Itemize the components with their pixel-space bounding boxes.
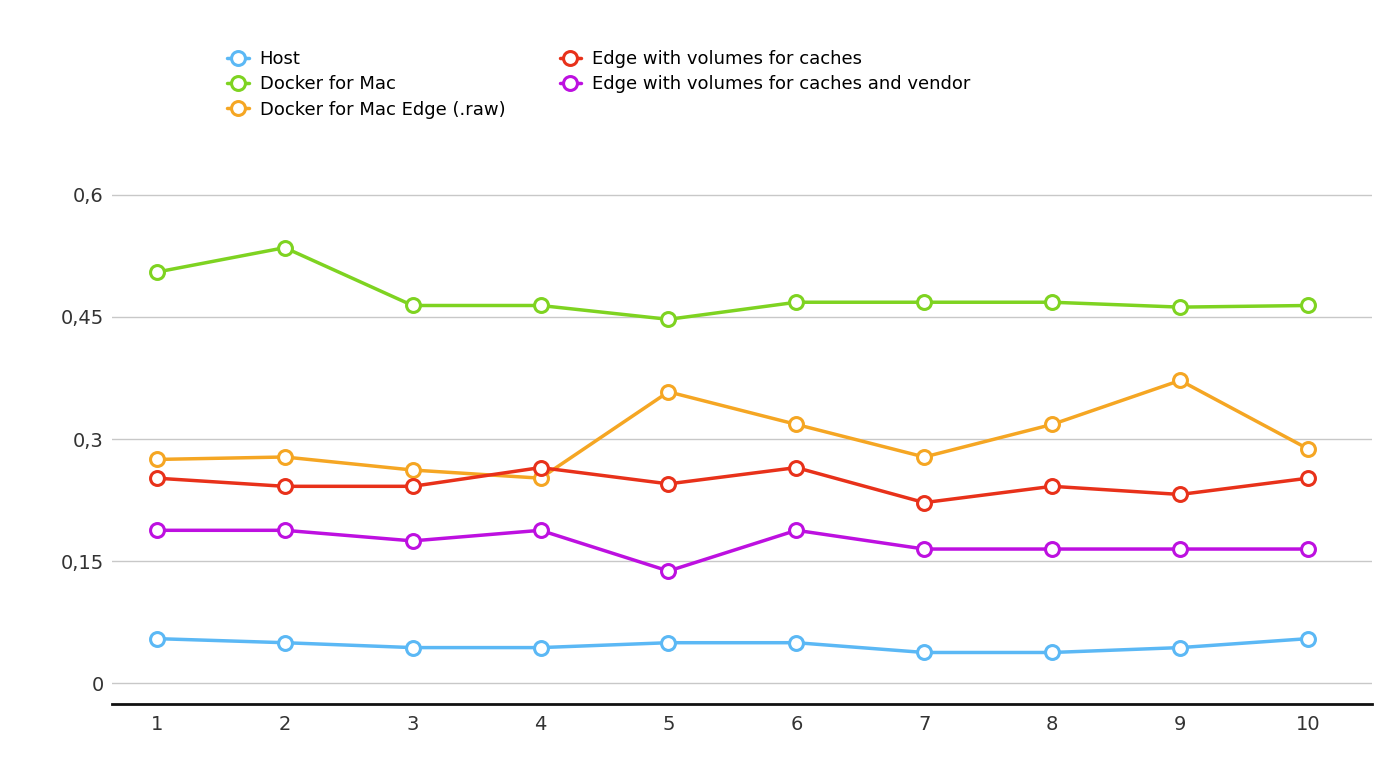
Legend: Host, Docker for Mac, Docker for Mac Edge (.raw), Edge with volumes for caches, : Host, Docker for Mac, Docker for Mac Edg…	[221, 45, 976, 124]
